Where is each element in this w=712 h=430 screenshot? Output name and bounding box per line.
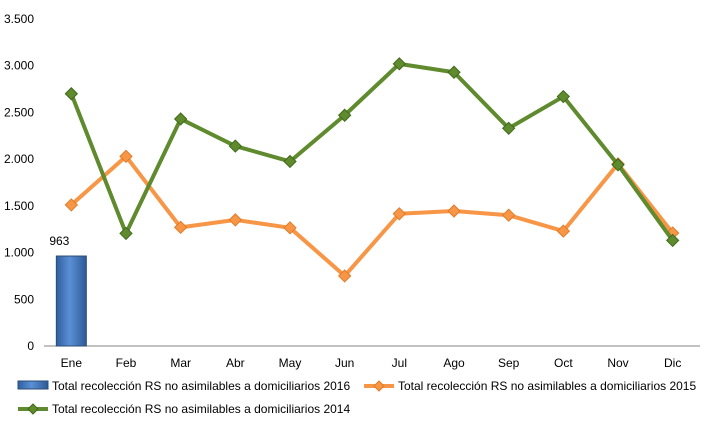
series-point [665,233,680,248]
y-tick-label: 500 [14,292,34,306]
series-point [556,89,571,104]
y-tick-label: 3.000 [4,59,34,73]
series-point [611,158,625,172]
series-point [228,139,243,153]
y-tick-label: 1.000 [4,246,34,260]
series-point [64,87,79,101]
x-tick-label: May [279,356,302,370]
series-line [69,61,675,242]
x-tick-label: Nov [607,356,628,370]
y-tick-label: 3.500 [4,12,34,26]
x-tick-label: Jun [335,356,354,370]
bar-data-label: 963 [49,234,69,248]
bar-series: 963 [49,234,87,347]
legend-swatch-marker [27,403,39,415]
series-point [283,154,297,169]
y-tick-label: 2.500 [4,105,34,119]
x-tick-label: Dic [664,356,681,370]
series-point [447,204,461,218]
legend-swatch-bar [17,380,49,390]
legend-label: Total recolección RS no asimilables a do… [52,379,350,393]
x-tick-label: Ago [443,356,465,370]
series-point [119,149,133,164]
line-series [64,57,680,283]
x-tick-label: Oct [554,356,573,370]
series-point [501,121,516,136]
x-tick-label: Abr [226,356,245,370]
series-point [392,207,407,221]
series-point [173,112,188,126]
series-point [119,226,133,241]
x-tick-label: Sep [498,356,520,370]
y-tick-label: 0 [27,339,34,353]
series-point [228,213,243,227]
y-tick-label: 2.000 [4,152,34,166]
bar [55,255,87,347]
series-point [337,269,352,283]
series-point [501,208,516,222]
y-axis-ticks: 0 500 1.000 1.500 2.000 2.500 3.000 3.500 [4,12,34,353]
series-point [173,220,188,235]
series-point [283,221,297,235]
y-tick-label: 1.500 [4,199,34,213]
legend: Total recolección RS no asimilables a do… [17,379,696,416]
legend-label: Total recolección RS no asimilables a do… [398,379,696,393]
legend-label: Total recolección RS no asimilables a do… [52,402,350,416]
series-point [337,108,352,122]
series-line [70,154,675,278]
x-tick-label: Mar [170,356,191,370]
series-point [556,224,571,238]
x-tick-label: Feb [116,356,137,370]
series-point [64,198,79,212]
x-axis-ticks: Ene Feb Mar Abr May Jun Jul Ago Sep Oct Nov Dic [61,356,682,370]
series-point [392,57,407,71]
x-tick-label: Ene [61,356,83,370]
series-point [447,65,461,79]
x-tick-label: Jul [392,356,407,370]
legend-swatch-marker [373,380,385,392]
